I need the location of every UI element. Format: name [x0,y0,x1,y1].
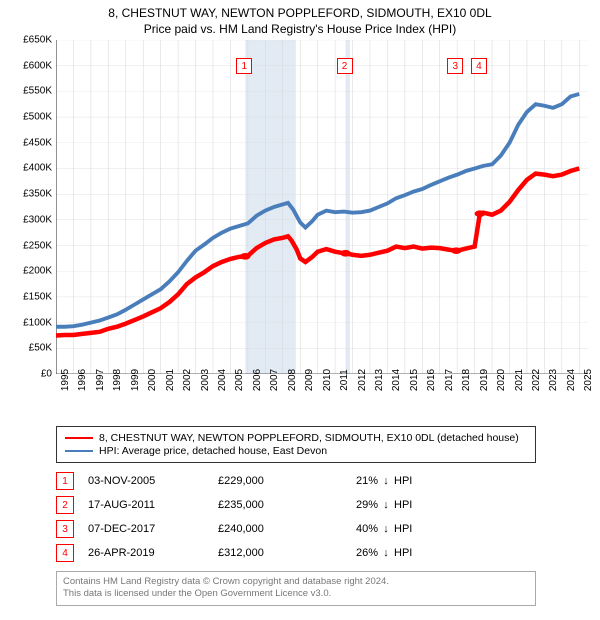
y-label: £50K [29,343,52,354]
footer-line-2: This data is licensed under the Open Gov… [63,588,529,600]
down-arrow-icon: ↓ [378,499,394,511]
down-arrow-icon: ↓ [378,547,394,559]
marker-box-1: 1 [236,58,252,74]
legend-box: 8, CHESTNUT WAY, NEWTON POPPLEFORD, SIDM… [56,426,536,463]
x-label: 2020 [496,369,507,391]
legend-row-hpi: HPI: Average price, detached house, East… [65,445,527,457]
y-axis: £0£50K£100K£150K£200K£250K£300K£350K£400… [8,40,54,374]
y-label: £400K [23,163,52,174]
row-date: 17-AUG-2011 [88,499,218,511]
title-line-2: Price paid vs. HM Land Registry's House … [8,22,592,36]
x-label: 1996 [77,369,88,391]
legend-label-hpi: HPI: Average price, detached house, East… [99,445,327,457]
legend-swatch-property [65,437,93,439]
row-marker: 1 [56,472,74,490]
x-label: 2016 [426,369,437,391]
x-label: 2006 [252,369,263,391]
x-label: 2023 [548,369,559,391]
x-label: 1999 [130,369,141,391]
x-label: 2015 [409,369,420,391]
x-label: 1995 [60,369,71,391]
row-price: £312,000 [218,547,318,559]
y-label: £300K [23,214,52,225]
x-label: 2012 [357,369,368,391]
row-date: 03-NOV-2005 [88,475,218,487]
x-label: 1997 [95,369,106,391]
row-price: £235,000 [218,499,318,511]
row-hpi: HPI [394,547,424,559]
x-label: 2010 [322,369,333,391]
x-label: 2001 [165,369,176,391]
y-label: £450K [23,137,52,148]
legend-row-property: 8, CHESTNUT WAY, NEWTON POPPLEFORD, SIDM… [65,432,527,444]
x-label: 2021 [514,369,525,391]
y-label: £650K [23,35,52,46]
row-date: 26-APR-2019 [88,547,218,559]
marker-box-4: 4 [471,58,487,74]
y-label: £500K [23,112,52,123]
x-label: 2007 [269,369,280,391]
x-label: 2004 [217,369,228,391]
legend-label-property: 8, CHESTNUT WAY, NEWTON POPPLEFORD, SIDM… [99,432,519,444]
table-row: 2 17-AUG-2011 £235,000 29% ↓ HPI [56,493,536,517]
row-marker: 2 [56,496,74,514]
row-hpi: HPI [394,499,424,511]
x-label: 2005 [234,369,245,391]
marker-box-3: 3 [447,58,463,74]
x-label: 1998 [112,369,123,391]
row-pct: 29% [318,499,378,511]
y-label: £0 [41,369,52,380]
footer-line-1: Contains HM Land Registry data © Crown c… [63,576,529,588]
row-marker: 3 [56,520,74,538]
table-row: 4 26-APR-2019 £312,000 26% ↓ HPI [56,541,536,565]
x-label: 2009 [304,369,315,391]
chart-container: 8, CHESTNUT WAY, NEWTON POPPLEFORD, SIDM… [0,0,600,620]
x-label: 2003 [200,369,211,391]
down-arrow-icon: ↓ [378,523,394,535]
transaction-table: 1 03-NOV-2005 £229,000 21% ↓ HPI 2 17-AU… [56,469,536,565]
y-label: £150K [23,291,52,302]
y-label: £550K [23,86,52,97]
plot-svg [56,40,588,374]
x-label: 2019 [479,369,490,391]
x-label: 2018 [461,369,472,391]
x-label: 2011 [339,369,350,391]
row-price: £240,000 [218,523,318,535]
y-label: £100K [23,317,52,328]
x-label: 2022 [531,369,542,391]
chart-area: £0 £50K £100K £150K £200K £250K £300K £350K £400… [8,40,592,420]
x-label: 2013 [374,369,385,391]
row-hpi: HPI [394,523,424,535]
y-label: £350K [23,189,52,200]
x-label: 2017 [444,369,455,391]
x-label: 2014 [391,369,402,391]
x-axis: 1995199619971998199920002001200220032004… [56,376,588,420]
table-row: 3 07-DEC-2017 £240,000 40% ↓ HPI [56,517,536,541]
marker-box-2: 2 [337,58,353,74]
y-label: £600K [23,60,52,71]
row-hpi: HPI [394,475,424,487]
row-pct: 26% [318,547,378,559]
down-arrow-icon: ↓ [378,475,394,487]
x-label: 2025 [583,369,594,391]
row-date: 07-DEC-2017 [88,523,218,535]
title-line-1: 8, CHESTNUT WAY, NEWTON POPPLEFORD, SIDM… [8,6,592,20]
x-label: 2024 [566,369,577,391]
row-price: £229,000 [218,475,318,487]
y-label: £250K [23,240,52,251]
plot-area: 1 2 34 [56,40,588,374]
x-label: 2000 [147,369,158,391]
legend-swatch-hpi [65,450,93,452]
row-pct: 40% [318,523,378,535]
table-row: 1 03-NOV-2005 £229,000 21% ↓ HPI [56,469,536,493]
y-label: £200K [23,266,52,277]
x-label: 2002 [182,369,193,391]
footer-box: Contains HM Land Registry data © Crown c… [56,571,536,606]
row-pct: 21% [318,475,378,487]
row-marker: 4 [56,544,74,562]
x-label: 2008 [287,369,298,391]
